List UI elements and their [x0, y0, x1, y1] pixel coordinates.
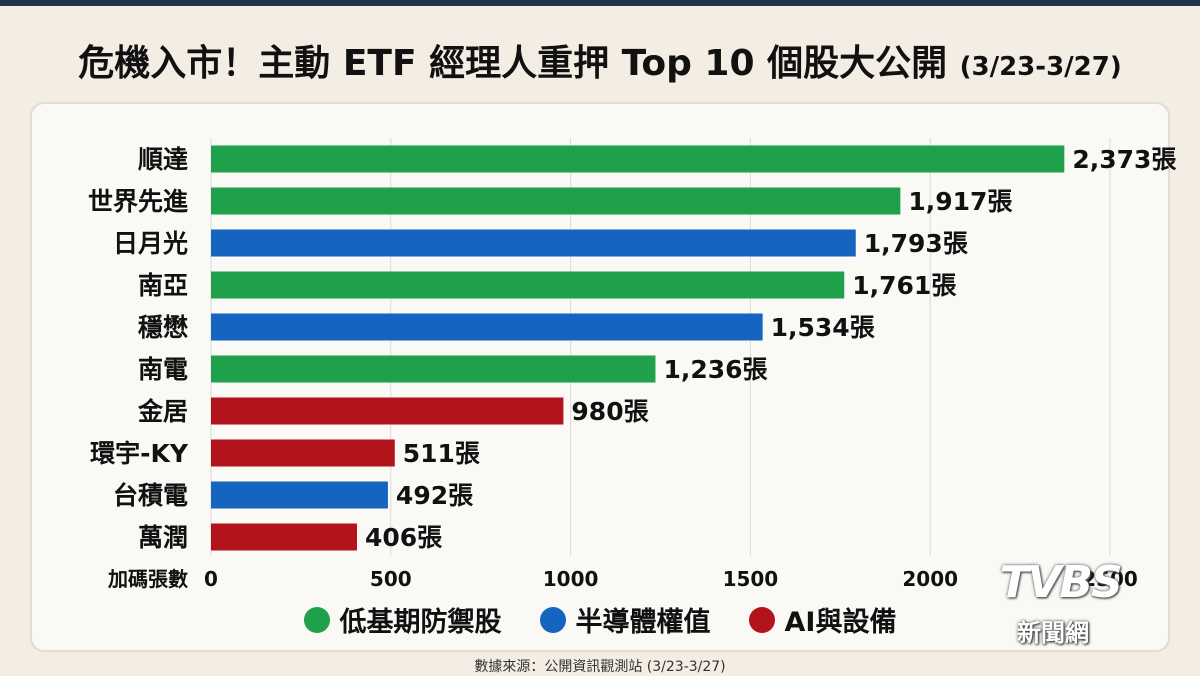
legend-swatch-ai — [748, 606, 775, 633]
category-label: 日月光 — [113, 229, 188, 258]
bar — [211, 439, 395, 467]
logo-brand: TVBS — [999, 557, 1122, 608]
bar — [211, 397, 564, 425]
x-axis-title: 加碼張數 — [107, 567, 188, 591]
top-accent-bar — [0, 0, 1200, 6]
category-label: 台積電 — [113, 481, 188, 510]
legend-label-ai: AI與設備 — [784, 607, 897, 638]
bar — [211, 481, 388, 509]
bar — [211, 229, 856, 257]
legend-item-low-base: 低基期防禦股 — [303, 600, 502, 639]
logo-sub: 新聞網 — [1017, 619, 1089, 647]
category-label: 環宇-KY — [90, 439, 189, 468]
category-label: 世界先進 — [88, 187, 188, 216]
bar — [211, 187, 901, 215]
category-label: 萬潤 — [138, 523, 188, 552]
legend-label-semi: 半導體權值 — [575, 607, 711, 638]
value-label: 980張 — [571, 397, 649, 426]
category-label: 南電 — [138, 355, 188, 384]
x-tick-label: 500 — [370, 567, 412, 591]
x-tick-label: 2000 — [902, 567, 958, 591]
value-label: 511張 — [403, 439, 481, 468]
bar — [211, 355, 656, 383]
value-label: 2,373張 — [1072, 145, 1177, 174]
value-label: 1,917張 — [908, 187, 1013, 216]
x-tick-label: 1500 — [723, 567, 779, 591]
bar — [211, 271, 845, 299]
category-label: 順達 — [138, 145, 188, 174]
legend-item-ai: AI與設備 — [748, 600, 897, 639]
value-label: 1,534張 — [771, 313, 876, 342]
value-label: 406張 — [365, 523, 443, 552]
value-label: 1,761張 — [852, 271, 957, 300]
title-date: (3/23-3/27) — [959, 52, 1122, 82]
category-label: 穩懋 — [138, 313, 188, 342]
bar — [211, 523, 357, 551]
x-tick-label: 0 — [204, 567, 218, 591]
bar — [211, 313, 763, 341]
category-label: 南亞 — [138, 271, 188, 300]
legend-item-semi: 半導體權值 — [539, 600, 711, 639]
page-title: 危機入市！主動 ETF 經理人重押 Top 10 個股大公開 (3/23-3/2… — [0, 34, 1200, 86]
x-tick-label: 2500 — [1082, 567, 1138, 591]
legend-swatch-semi — [539, 606, 566, 633]
data-source-note: 數據來源：公開資訊觀測站 (3/23-3/27) — [474, 659, 726, 675]
x-tick-label: 1000 — [543, 567, 599, 591]
legend-swatch-low-base — [303, 606, 330, 633]
category-label: 金居 — [137, 397, 188, 426]
title-main: 危機入市！主動 ETF 經理人重押 Top 10 個股大公開 — [78, 43, 948, 84]
tvbs-logo: TVBS 新聞網 — [985, 545, 1170, 650]
bar — [211, 145, 1065, 173]
legend-label-low-base: 低基期防禦股 — [339, 607, 502, 638]
value-label: 492張 — [396, 481, 474, 510]
value-label: 1,793張 — [864, 229, 969, 258]
legend: 低基期防禦股 半導體權值 AI與設備 — [0, 600, 1200, 639]
value-label: 1,236張 — [663, 355, 768, 384]
